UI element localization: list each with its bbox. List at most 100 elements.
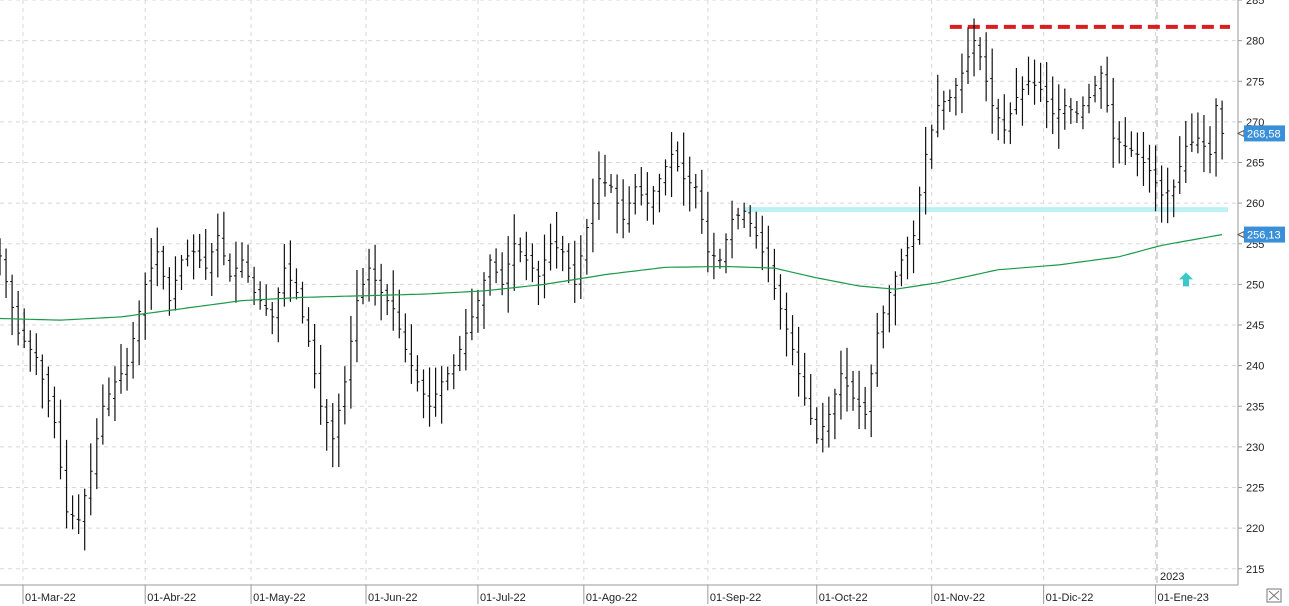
ohlc-bar bbox=[294, 268, 299, 300]
ohlc-bar bbox=[645, 172, 650, 221]
last-price-label: 268,58 bbox=[1247, 128, 1281, 140]
ohlc-bar bbox=[512, 214, 517, 291]
last-price-box bbox=[1244, 125, 1285, 142]
ohlc-bar bbox=[1002, 94, 1007, 144]
price-tick-label: 265 bbox=[1246, 158, 1264, 170]
ohlc-bar bbox=[1014, 67, 1019, 115]
ohlc-bar bbox=[899, 248, 904, 287]
date-axis-background bbox=[0, 585, 1289, 606]
ohlc-bar bbox=[191, 234, 196, 280]
ohlc-bar bbox=[875, 312, 880, 387]
ohlc-bar bbox=[748, 205, 753, 237]
ohlc-bar bbox=[596, 151, 601, 220]
ohlc-bar bbox=[651, 186, 656, 225]
ohlc-bar bbox=[330, 403, 335, 468]
ohlc-bar bbox=[119, 344, 123, 394]
ohlc-bar bbox=[149, 238, 154, 310]
ohlc-bar bbox=[264, 284, 269, 316]
ohlc-bar bbox=[584, 218, 589, 275]
date-tick-label: 01-May-22 bbox=[253, 592, 306, 604]
ohlc-bar bbox=[657, 173, 662, 213]
ohlc-bar bbox=[100, 384, 105, 445]
ohlc-bar bbox=[233, 241, 238, 303]
ohlc-bar bbox=[1020, 76, 1025, 126]
date-tick-label: 01-Nov-22 bbox=[934, 592, 985, 604]
ohlc-bar bbox=[760, 215, 765, 271]
ohlc-bar bbox=[137, 300, 142, 366]
ohlc-bar bbox=[1056, 84, 1061, 149]
ohlc-bar bbox=[300, 281, 305, 324]
vertical-grid bbox=[22, 0, 1157, 585]
ohlc-bar bbox=[16, 290, 21, 346]
ohlc-bar bbox=[143, 272, 148, 340]
ohlc-bar bbox=[288, 240, 293, 302]
ohlc-bar bbox=[633, 173, 638, 215]
ohlc-bar bbox=[663, 159, 668, 196]
ohlc-bar bbox=[947, 89, 952, 112]
ohlc-bar bbox=[941, 90, 946, 130]
moving-average-tag: 256,13 bbox=[1236, 226, 1285, 243]
price-tick-label: 220 bbox=[1246, 523, 1264, 535]
ohlc-bar bbox=[209, 242, 214, 297]
ohlc-bar bbox=[1087, 83, 1091, 114]
price-tick-label: 285 bbox=[1246, 0, 1264, 7]
ohlc-bar bbox=[1147, 144, 1152, 193]
ohlc-bar bbox=[536, 260, 541, 306]
date-tick-label: 01-Ago-22 bbox=[586, 592, 637, 604]
ohlc-bar bbox=[106, 377, 111, 417]
ohlc-bar bbox=[1208, 126, 1212, 174]
ohlc-bar bbox=[554, 211, 559, 269]
ohlc-bar bbox=[566, 243, 571, 284]
price-tick-label: 260 bbox=[1246, 198, 1264, 210]
moving-average-label: 256,13 bbox=[1247, 230, 1281, 242]
ohlc-bar bbox=[518, 237, 523, 263]
ohlc-bar bbox=[717, 248, 722, 269]
ohlc-bar bbox=[966, 27, 970, 85]
ohlc-bar bbox=[40, 354, 45, 409]
moving-average-box bbox=[1244, 226, 1285, 243]
ohlc-bar bbox=[1171, 179, 1176, 218]
date-tick-label: 01-Oct-22 bbox=[819, 592, 868, 604]
ohlc-bar bbox=[814, 407, 819, 444]
ohlc-bar bbox=[820, 402, 825, 453]
ohlc-bar bbox=[578, 235, 583, 299]
ohlc-bar bbox=[240, 242, 244, 278]
ohlc-bar bbox=[82, 488, 87, 551]
ohlc-bar bbox=[1177, 136, 1182, 194]
ohlc-bar bbox=[639, 166, 644, 206]
date-tick-label: 01-Ene-23 bbox=[1158, 592, 1209, 604]
ohlc-bar bbox=[457, 335, 462, 372]
ohlc-bar bbox=[1044, 61, 1049, 129]
ohlc-bar bbox=[451, 354, 456, 390]
ohlc-bar bbox=[845, 347, 849, 412]
ohlc-bar bbox=[1111, 77, 1116, 168]
ohlc-bar bbox=[1141, 131, 1146, 186]
price-tick-label: 245 bbox=[1246, 320, 1264, 332]
ohlc-bar bbox=[167, 267, 172, 316]
ohlc-bar bbox=[324, 399, 329, 451]
date-tick-label: 01-Mar-22 bbox=[25, 592, 76, 604]
ohlc-bar bbox=[978, 37, 983, 71]
ohlc-bar bbox=[131, 321, 136, 379]
ohlc-bar bbox=[155, 227, 160, 287]
ohlc-bar bbox=[851, 370, 856, 411]
ohlc-bar bbox=[548, 223, 553, 271]
price-tick-label: 250 bbox=[1246, 279, 1264, 291]
ohlc-bar bbox=[161, 245, 166, 290]
ohlc-bar bbox=[754, 211, 759, 249]
ohlc-bar bbox=[215, 213, 220, 278]
ohlc-bar bbox=[0, 238, 2, 276]
ohlc-bar bbox=[572, 240, 577, 303]
ohlc-bar bbox=[318, 344, 323, 425]
corner-scroll-button[interactable] bbox=[1266, 588, 1282, 603]
ohlc-bar bbox=[76, 494, 81, 535]
ohlc-bar bbox=[935, 74, 940, 138]
ohlc-bar bbox=[615, 174, 620, 234]
ohlc-bar bbox=[1080, 96, 1085, 130]
ohlc-bar bbox=[306, 307, 311, 347]
ohlc-bar bbox=[796, 326, 801, 397]
ohlc-bar bbox=[1074, 100, 1079, 123]
last-price-pointer bbox=[1236, 129, 1245, 138]
moving-average-line bbox=[0, 234, 1223, 321]
